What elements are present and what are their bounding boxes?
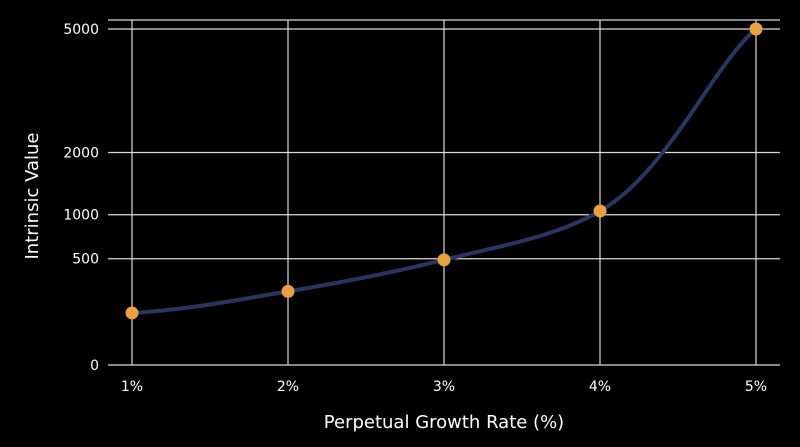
y-tick-label: 2000 [63,145,99,161]
y-tick-label: 500 [72,252,99,268]
grid [108,19,780,366]
data-point [281,284,295,298]
y-axis-ticks: 0 500 1000 2000 5000 [63,22,99,374]
y-tick-label: 5000 [63,22,99,38]
y-tick-label: 0 [90,358,99,374]
x-axis-ticks: 1% 2% 3% 4% 5% [121,379,767,395]
x-tick-label: 1% [121,379,143,395]
x-tick-label: 4% [589,379,611,395]
data-point [593,204,607,218]
x-axis-title: Perpetual Growth Rate (%) [324,412,564,433]
data-point [749,22,763,36]
data-point [125,306,139,320]
y-tick-label: 1000 [63,208,99,224]
y-axis-title: Intrinsic Value [22,132,43,259]
x-tick-label: 5% [745,379,767,395]
x-tick-label: 3% [433,379,455,395]
data-point [437,253,451,267]
x-tick-label: 2% [277,379,299,395]
markers [125,22,763,320]
